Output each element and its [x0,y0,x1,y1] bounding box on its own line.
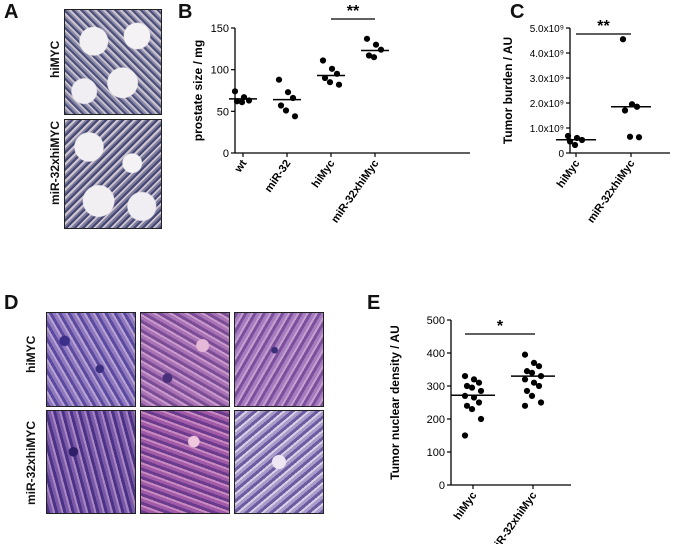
significance-label: * [497,318,504,335]
y-tick-label: 50 [217,106,229,118]
x-tick-label: miR-32 [263,158,294,195]
histology-image-a-himyc [64,9,162,115]
y-tick-label: 3.0x10⁹ [530,74,564,85]
data-point [238,99,246,106]
row-label-mir32xhimyc-d: miR-32xhiMYC [24,420,38,505]
data-point [319,57,327,64]
data-point [528,392,536,399]
y-tick-label: 100 [211,65,229,77]
data-point [571,141,579,149]
x-tick-label: hiMyc [452,490,480,522]
panel-letter-c: C [510,1,525,23]
data-point [372,41,380,48]
data-point [275,76,283,83]
row-label-himyc-a: hiMYC [48,40,62,78]
data-point [326,79,334,86]
data-point [233,98,241,105]
significance-label: ** [347,3,360,20]
y-tick-label: 4.0x10⁹ [530,49,564,60]
data-point [377,46,385,53]
data-point [463,382,471,390]
data-point [535,363,543,370]
data-point [477,415,485,423]
x-tick-label: hiMyc [555,158,583,190]
panel-letter-a: A [4,1,19,23]
panel-letter-e: E [367,292,381,314]
y-axis-label: Tumor burden / AU [501,37,515,144]
y-tick-label: 300 [427,381,445,393]
y-tick-label: 200 [427,414,445,426]
y-tick-label: 0 [439,480,445,492]
data-point [537,399,545,406]
y-tick-label: 400 [427,348,445,360]
chart-prostate-size: 0 50 100 150 prostate size / mg wt miR-32 hiMyc… [191,3,470,225]
data-point [328,65,336,72]
data-point [463,402,471,409]
data-point [523,368,531,375]
histology-image-a-mir32xhimyc [64,119,162,229]
x-tick-label: wt [232,158,250,176]
y-axis-label: Tumor nuclear density / AU [388,325,402,480]
data-point [277,102,285,109]
data-point [564,132,572,140]
y-tick-label: 2.0x10⁹ [530,99,564,110]
data-point [521,351,529,358]
y-tick-label: 100 [427,447,445,459]
data-point [477,387,485,395]
data-point [231,88,239,95]
he-image-mir32xhimyc-1 [46,410,136,514]
y-tick-label: 1.0x10⁹ [530,124,564,135]
row-label-himyc-d: hiMYC [24,335,38,373]
data-point [619,36,627,43]
data-point [321,74,329,82]
x-tick-label: miR-32xhiMyc [487,490,539,544]
chart-tumor-burden: 0 1.0x10⁹ 2.0x10⁹ 3.0x10⁹ 4.0x10⁹ 5.0x10⁹ Tumo… [501,18,670,225]
data-point [461,373,469,380]
data-point [628,101,636,108]
he-image-himyc-2 [140,312,230,407]
y-tick-label: 150 [211,23,229,35]
data-point [530,379,538,386]
data-point [335,81,343,88]
data-point [521,376,529,383]
data-point [282,107,290,114]
data-point [475,379,483,386]
y-tick-label: 0 [223,148,229,160]
significance-label: ** [597,18,610,35]
data-point [621,107,629,114]
data-point [363,35,371,42]
x-tick-label: hiMyc [310,158,338,190]
panel-letter-b: B [178,1,193,23]
row-label-mir32xhimyc-a: miR-32xhiMYC [48,120,62,205]
y-tick-label: 0 [558,149,564,160]
he-image-mir32xhimyc-3 [234,410,324,514]
data-point [365,52,373,59]
data-point [528,369,536,376]
data-point [468,384,476,391]
data-point [370,54,378,61]
data-point [461,432,469,439]
data-point [470,376,478,383]
data-point [468,406,476,413]
y-tick-label: 500 [427,315,445,327]
data-point [535,382,543,390]
x-tick-label: miR-32xhiMyc [585,158,637,225]
x-tick-label: miR-32xhiMyc [329,158,381,225]
he-image-mir32xhimyc-2 [140,410,230,514]
data-point [530,359,538,366]
data-point [284,89,292,96]
data-point [475,399,483,406]
data-point [291,113,299,120]
panel-letter-d: D [4,292,19,314]
data-point [626,133,634,140]
data-point [521,402,529,409]
data-point [470,394,478,401]
he-image-himyc-1 [46,312,136,407]
y-tick-label: 5.0x10⁹ [530,24,564,35]
y-axis-label: prostate size / mg [191,40,205,141]
chart-tumor-nuclear-density: 0 100 200 300 400 500 Tumor nuclear density / … [388,315,571,544]
data-point [523,387,531,395]
data-point [635,134,643,141]
he-image-himyc-3 [234,312,324,407]
